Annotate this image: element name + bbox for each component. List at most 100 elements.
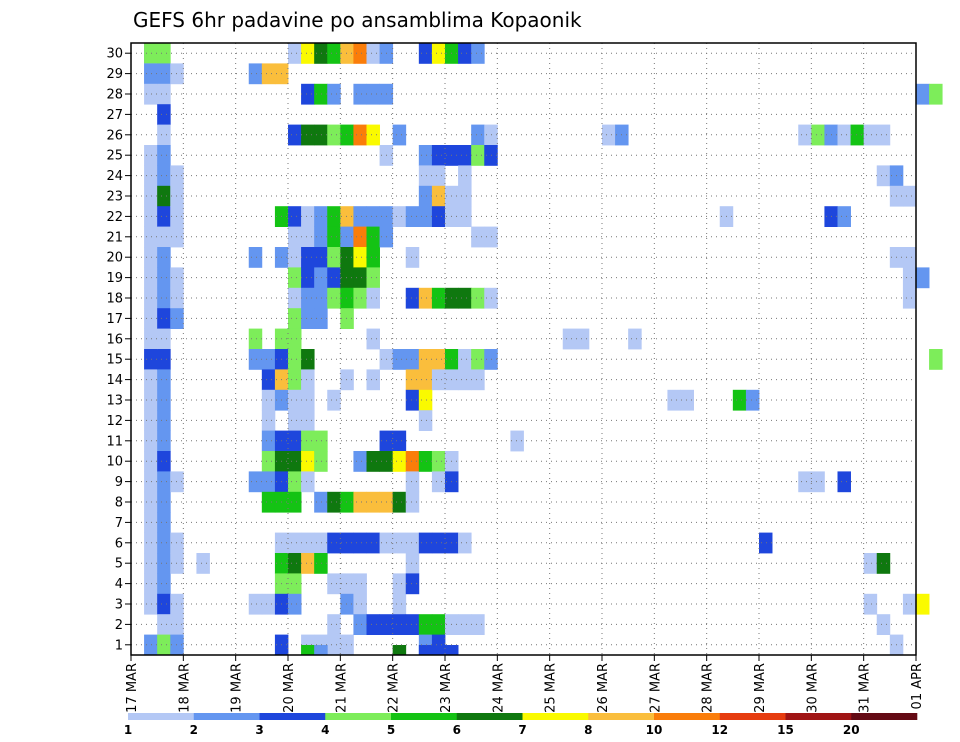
plot-border	[130, 42, 917, 656]
heatmap-cell	[157, 104, 171, 125]
heatmap-cell	[144, 308, 158, 329]
heatmap-cell	[418, 185, 433, 207]
x-tick-label: 17 MAR	[125, 663, 140, 713]
y-tick-label: 28	[106, 88, 123, 103]
heatmap-cell	[484, 226, 498, 248]
heatmap-cell	[405, 553, 420, 574]
heatmap-cell	[929, 83, 943, 105]
heatmap-cell	[157, 634, 171, 656]
y-tick-label: 21	[106, 230, 123, 245]
heatmap-cell	[340, 573, 354, 595]
heatmap-cell	[327, 491, 341, 513]
heatmap-cell	[366, 287, 380, 309]
heatmap-cell	[327, 83, 341, 105]
heatmap-cell	[314, 308, 328, 329]
heatmap-cell	[144, 287, 158, 309]
heatmap-cell	[876, 614, 891, 635]
heatmap-cell	[353, 451, 367, 472]
heatmap-cell	[157, 512, 171, 533]
heatmap-cell	[418, 43, 433, 64]
legend-swatch	[391, 713, 458, 720]
color-legend: 1 2 3 4 5 6 7 8 10 12 15 20	[124, 713, 918, 737]
heatmap-cell	[353, 43, 367, 64]
heatmap-cell	[418, 165, 433, 187]
heatmap-cell	[301, 430, 315, 452]
heatmap-cell	[144, 410, 158, 431]
heatmap-cell	[314, 430, 328, 452]
heatmap-cell	[863, 593, 878, 615]
y-tick-label: 6	[115, 536, 123, 551]
y-tick-label: 2	[115, 618, 123, 633]
heatmap-cell	[418, 645, 433, 655]
legend-label: 3	[255, 723, 263, 737]
heatmap-cell	[510, 430, 524, 452]
heatmap-cell	[353, 247, 367, 268]
heatmap-cell	[314, 645, 328, 655]
cells-layer	[144, 43, 943, 656]
heatmap-cell	[157, 451, 171, 472]
heatmap-cell	[431, 532, 446, 554]
legend-swatch	[522, 713, 589, 720]
heatmap-cell	[340, 634, 354, 656]
x-tick-label: 28 MAR	[701, 663, 716, 713]
heatmap-cell	[876, 124, 891, 146]
y-tick-label: 11	[106, 434, 123, 449]
heatmap-cell	[301, 247, 315, 268]
heatmap-cell	[157, 145, 171, 166]
heatmap-cell	[157, 430, 171, 452]
y-tick-label: 5	[115, 557, 123, 572]
y-tick-label: 8	[115, 496, 123, 511]
heatmap-cell	[353, 491, 367, 513]
heatmap-cell	[301, 43, 315, 64]
heatmap-cell	[314, 83, 328, 105]
heatmap-cell	[431, 43, 446, 64]
heatmap-cell	[144, 247, 158, 268]
heatmap-cell	[431, 471, 446, 493]
heatmap-cell	[327, 247, 341, 268]
heatmap-cell	[340, 43, 354, 64]
legend-label: 10	[646, 723, 663, 737]
heatmap-cell	[353, 226, 367, 248]
heatmap-cell	[431, 287, 446, 309]
heatmap-cell	[301, 553, 315, 574]
heatmap-cell	[261, 369, 276, 391]
heatmap-cell	[811, 471, 825, 493]
heatmap-cell	[248, 247, 263, 268]
grid-layer	[131, 43, 916, 655]
heatmap-cell	[340, 287, 354, 309]
heatmap-cell	[314, 124, 328, 146]
heatmap-cell	[458, 349, 472, 370]
heatmap-cell	[418, 532, 433, 554]
heatmap-cell	[458, 165, 472, 187]
heatmap-cell	[157, 614, 171, 635]
y-tick-label: 19	[106, 271, 123, 286]
heatmap-cell	[301, 451, 315, 472]
heatmap-cell	[144, 83, 158, 105]
heatmap-cell	[837, 471, 851, 493]
heatmap-cell	[144, 145, 158, 166]
heatmap-cell	[340, 124, 354, 146]
heatmap-cell	[366, 206, 380, 227]
heatmap-cell	[144, 491, 158, 513]
heatmap-cell	[405, 389, 420, 411]
y-tick-label: 26	[106, 128, 123, 143]
heatmap-cell	[902, 593, 917, 615]
heatmap-cell	[340, 308, 354, 329]
heatmap-cell	[916, 267, 930, 289]
legend-label: 6	[453, 723, 461, 737]
heatmap-cell	[392, 491, 407, 513]
heatmap-cell	[431, 349, 446, 370]
heatmap-cell	[144, 389, 158, 411]
heatmap-cell	[327, 124, 341, 146]
heatmap-cell	[261, 491, 276, 513]
heatmap-cell	[288, 573, 302, 595]
heatmap-cell	[301, 206, 315, 227]
heatmap-cell	[431, 145, 446, 166]
heatmap-cell	[157, 308, 171, 329]
heatmap-cell	[431, 451, 446, 472]
heatmap-cell	[902, 287, 917, 309]
x-tick-label: 29 MAR	[753, 663, 768, 713]
heatmap-cell	[732, 389, 747, 411]
legend-swatch	[654, 713, 721, 720]
heatmap-cell	[144, 512, 158, 533]
